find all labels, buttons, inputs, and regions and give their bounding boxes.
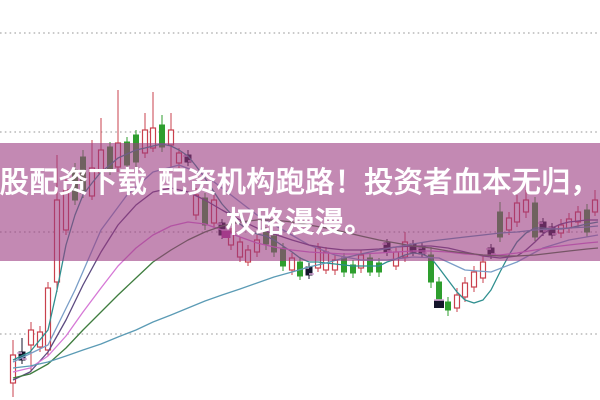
overlay-mark — [434, 300, 444, 308]
candle-up — [479, 261, 487, 279]
candle-up — [27, 329, 35, 346]
candle-up — [461, 282, 469, 298]
headline-line-1: 炒股配资下载 配资机构跑路！投资者血本无归，维 — [0, 165, 600, 199]
candle-down — [376, 262, 382, 273]
candle-up — [470, 271, 478, 288]
headline-line-2: 权路漫漫。 — [226, 205, 374, 239]
candle-up — [9, 354, 17, 384]
candle-up — [453, 294, 461, 309]
candle-down — [436, 281, 442, 300]
candle-down — [445, 301, 451, 311]
headline-banner: 炒股配资下载 配资机构跑路！投资者血本无归，维 权路漫漫。 — [0, 143, 600, 261]
candle-down — [350, 264, 356, 274]
